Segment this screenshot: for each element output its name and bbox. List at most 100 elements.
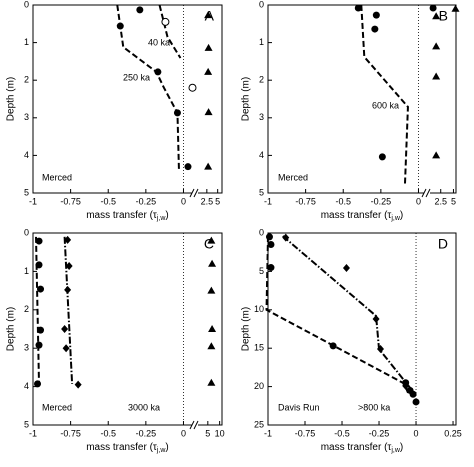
circle-point bbox=[116, 22, 124, 30]
diamond-point bbox=[74, 380, 82, 389]
axis-break-mark bbox=[193, 188, 199, 198]
x2-tick-label: 5 bbox=[451, 196, 456, 206]
y-tick-label: 0 bbox=[259, 227, 264, 237]
x2-tick-label: 5 bbox=[205, 428, 210, 438]
annotation: Merced bbox=[42, 402, 72, 412]
circle-point bbox=[184, 163, 192, 171]
axis-break bbox=[424, 189, 430, 197]
axis-break-mark bbox=[189, 188, 195, 198]
circle-point bbox=[371, 25, 379, 33]
axis-break-mark bbox=[421, 188, 427, 198]
circle-point bbox=[412, 398, 420, 406]
circle-point bbox=[154, 68, 162, 76]
x-axis-label-end: ) bbox=[165, 210, 168, 221]
plot-frame bbox=[32, 4, 223, 194]
triangle-point bbox=[204, 162, 213, 170]
circle-point bbox=[409, 390, 417, 398]
y-tick-label: 5 bbox=[24, 419, 29, 429]
x-axis-label-sub: j,w bbox=[156, 215, 167, 222]
x-tick-label: -0.5 bbox=[335, 196, 351, 206]
circle-point bbox=[267, 264, 275, 272]
profile-line bbox=[360, 4, 409, 186]
y-tick-label: 20 bbox=[254, 381, 264, 391]
triangle-point bbox=[208, 259, 217, 267]
y-tick-label: 1 bbox=[24, 266, 29, 276]
x2-tick-label: 5 bbox=[215, 196, 220, 206]
y-tick-label: 15 bbox=[254, 343, 264, 353]
profile-line bbox=[265, 236, 410, 395]
circle-point bbox=[173, 109, 181, 117]
x-tick-label: -0.75 bbox=[295, 196, 316, 206]
triangle-point bbox=[204, 11, 213, 19]
axis-break bbox=[192, 421, 198, 429]
open-circle-point bbox=[188, 83, 197, 92]
diamond-point bbox=[372, 315, 380, 324]
x-tick-label: -0.25 bbox=[369, 428, 390, 438]
circle-point bbox=[35, 237, 43, 245]
x-tick-label: -0.75 bbox=[60, 196, 81, 206]
circle-point bbox=[35, 341, 43, 349]
diamond-point bbox=[402, 381, 410, 390]
diamond-point bbox=[377, 344, 385, 353]
plot-frame bbox=[32, 232, 223, 426]
y-tick-label: 0 bbox=[24, 227, 29, 237]
circle-point bbox=[136, 6, 144, 14]
y-tick-label: 1 bbox=[24, 37, 29, 47]
profile-line bbox=[35, 236, 41, 384]
x-tick-label: 0.25 bbox=[444, 428, 462, 438]
profile-line bbox=[116, 4, 180, 171]
axis-break-mark bbox=[425, 188, 431, 198]
diamond-point bbox=[61, 325, 69, 333]
panel-label: D bbox=[438, 236, 448, 252]
triangle-point bbox=[204, 108, 213, 116]
circle-point bbox=[429, 4, 437, 12]
triangle-point bbox=[207, 286, 216, 294]
x-axis-label-text: mass transfer (τ bbox=[321, 210, 392, 221]
triangle-point bbox=[207, 342, 216, 350]
circle-point bbox=[329, 342, 337, 350]
x-axis-label: mass transfer (τj,w) bbox=[86, 210, 169, 222]
y-axis-label: Depth (m) bbox=[241, 77, 252, 121]
y-tick-label: 2 bbox=[259, 75, 264, 85]
x-axis-label-text: mass transfer (τ bbox=[321, 442, 392, 453]
annotation: Davis Run bbox=[278, 402, 320, 412]
diamond-point bbox=[282, 233, 290, 242]
x-tick-label: -0.5 bbox=[100, 428, 116, 438]
x-axis-label: mass transfer (τj,w) bbox=[321, 210, 404, 222]
diamond-point bbox=[64, 235, 72, 244]
x-axis-label-sub: j,w bbox=[390, 215, 401, 222]
x-axis-label-sub: j,w bbox=[390, 447, 401, 454]
x-tick-label: -0.25 bbox=[136, 196, 157, 206]
y-tick-label: 4 bbox=[24, 150, 29, 160]
x-axis-label: mass transfer (τj,w) bbox=[86, 442, 169, 454]
y-tick-label: 25 bbox=[254, 419, 264, 429]
axis-break-mark bbox=[193, 420, 199, 430]
diamond-point bbox=[65, 262, 73, 271]
x-tick-label: -0.5 bbox=[334, 428, 350, 438]
x-tick-label: -1 bbox=[29, 196, 37, 206]
x-tick-label: -0.75 bbox=[295, 428, 316, 438]
y-tick-label: 0 bbox=[24, 0, 29, 9]
annotation: Merced bbox=[42, 172, 72, 182]
annotation: 600 ka bbox=[372, 100, 399, 110]
y-axis-label: Depth (m) bbox=[241, 307, 252, 351]
panel-label: C bbox=[204, 236, 214, 252]
x-tick-label: -0.25 bbox=[136, 428, 157, 438]
x-tick-label: -0.75 bbox=[60, 428, 81, 438]
x-axis-label-sub: j,w bbox=[156, 447, 167, 454]
y-tick-label: 4 bbox=[24, 381, 29, 391]
triangle-point bbox=[204, 67, 213, 75]
triangle-point bbox=[204, 43, 213, 51]
triangle-point bbox=[208, 325, 217, 332]
x-tick-label: -1 bbox=[264, 428, 272, 438]
x-tick-label: 0 bbox=[181, 196, 186, 206]
annotation: 250 ka bbox=[123, 72, 150, 82]
panel-label: B bbox=[439, 8, 448, 24]
triangle-point bbox=[432, 12, 441, 20]
circle-point bbox=[35, 261, 43, 269]
y-tick-label: 3 bbox=[259, 112, 264, 122]
y-tick-label: 5 bbox=[259, 266, 264, 276]
x-tick-label: -0.25 bbox=[371, 196, 392, 206]
axis-break-mark bbox=[189, 420, 195, 430]
